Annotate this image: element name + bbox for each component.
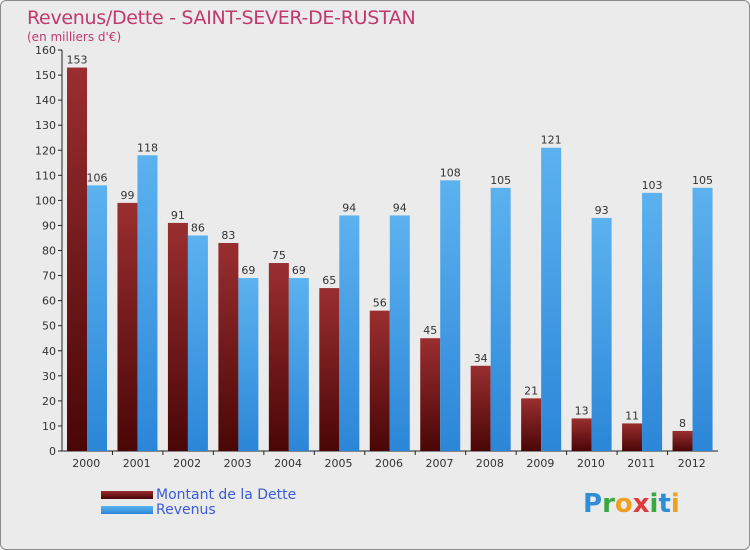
bar-debt xyxy=(67,67,87,451)
x-tick-label: 2007 xyxy=(425,457,453,470)
data-label-revenue: 105 xyxy=(490,174,511,187)
data-label-revenue: 118 xyxy=(137,141,158,154)
x-tick-label: 2011 xyxy=(627,457,655,470)
y-tick-label: 120 xyxy=(35,144,56,157)
bar-revenue xyxy=(642,192,663,451)
y-tick-label: 130 xyxy=(35,119,56,132)
y-tick-label: 60 xyxy=(42,295,56,308)
bar-revenue xyxy=(541,147,562,451)
data-label-debt: 45 xyxy=(423,324,437,337)
x-tick-label: 2006 xyxy=(375,457,403,470)
logo-letter: r xyxy=(602,489,615,519)
data-label-revenue: 103 xyxy=(642,179,663,192)
bar-debt xyxy=(319,288,340,451)
bar-revenue xyxy=(339,215,360,451)
data-label-debt: 83 xyxy=(221,229,235,242)
data-label-revenue: 106 xyxy=(87,171,108,184)
data-label-revenue: 69 xyxy=(241,264,255,277)
x-tick-label: 2002 xyxy=(173,457,201,470)
logo-letter: x xyxy=(632,489,650,519)
legend-label-debt: Montant de la Dette xyxy=(156,487,297,503)
y-tick-label: 40 xyxy=(42,345,56,358)
data-label-debt: 56 xyxy=(373,297,387,310)
bar-revenue xyxy=(591,217,612,451)
bar-debt xyxy=(117,202,138,451)
x-tick-label: 2005 xyxy=(325,457,353,470)
bar-revenue xyxy=(238,278,259,451)
y-tick-label: 50 xyxy=(42,320,56,333)
bar-debt xyxy=(571,418,592,451)
y-tick-label: 20 xyxy=(42,395,56,408)
y-tick-label: 150 xyxy=(35,69,56,82)
chart-title: Revenus/Dette - SAINT-SEVER-DE-RUSTAN xyxy=(27,7,416,29)
x-tick-label: 2009 xyxy=(526,457,554,470)
y-tick-label: 110 xyxy=(35,169,56,182)
y-tick-label: 10 xyxy=(42,420,56,433)
logo-letter: i xyxy=(670,489,680,519)
bar-revenue xyxy=(187,235,208,451)
data-label-revenue: 94 xyxy=(393,201,407,214)
data-label-debt: 153 xyxy=(67,54,88,67)
x-tick-label: 2012 xyxy=(678,457,706,470)
bar-revenue xyxy=(389,215,410,451)
bar-debt xyxy=(369,310,390,451)
bar-debt xyxy=(470,365,491,451)
bar-revenue xyxy=(490,187,511,451)
data-label-debt: 91 xyxy=(171,209,185,222)
data-label-debt: 99 xyxy=(120,189,134,202)
data-label-revenue: 86 xyxy=(191,221,205,234)
y-tick-label: 160 xyxy=(35,44,56,57)
x-tick-label: 2010 xyxy=(577,457,605,470)
x-tick-label: 2001 xyxy=(123,457,151,470)
x-tick-label: 2003 xyxy=(224,457,252,470)
data-label-revenue: 121 xyxy=(541,134,562,147)
y-tick-label: 80 xyxy=(42,245,56,258)
data-label-debt: 34 xyxy=(474,352,488,365)
x-tick-label: 2008 xyxy=(476,457,504,470)
proxiti-logo: Proxiti xyxy=(583,489,680,519)
legend-swatch-revenue xyxy=(101,506,153,514)
data-label-revenue: 69 xyxy=(292,264,306,277)
data-label-debt: 8 xyxy=(679,417,686,430)
bar-revenue xyxy=(440,180,461,451)
y-tick-label: 90 xyxy=(42,219,56,232)
bar-revenue xyxy=(692,187,713,451)
bar-debt xyxy=(622,423,643,451)
bar-debt xyxy=(672,430,693,451)
data-label-debt: 75 xyxy=(272,249,286,262)
y-tick-label: 140 xyxy=(35,94,56,107)
data-label-revenue: 108 xyxy=(440,166,461,179)
logo-letter: i xyxy=(649,489,659,519)
data-label-revenue: 105 xyxy=(692,174,713,187)
y-tick-label: 70 xyxy=(42,270,56,283)
data-label-revenue: 94 xyxy=(342,201,356,214)
bar-debt xyxy=(268,263,289,451)
legend-label-revenue: Revenus xyxy=(156,502,216,518)
data-label-debt: 13 xyxy=(575,404,589,417)
data-label-debt: 21 xyxy=(524,384,538,397)
x-tick-label: 2004 xyxy=(274,457,302,470)
bar-revenue xyxy=(137,155,158,451)
y-tick-label: 0 xyxy=(49,445,56,458)
x-tick-label: 2000 xyxy=(72,457,100,470)
y-tick-label: 30 xyxy=(42,370,56,383)
bar-revenue xyxy=(288,278,309,451)
bar-debt xyxy=(167,222,188,451)
logo-letter: t xyxy=(658,489,671,519)
bar-debt xyxy=(420,338,441,451)
chart-subtitle: (en milliers d'€) xyxy=(27,30,122,44)
logo-letter: o xyxy=(614,489,633,519)
y-tick-label: 100 xyxy=(35,194,56,207)
bar-debt xyxy=(521,398,542,451)
data-label-revenue: 93 xyxy=(595,204,609,217)
data-label-debt: 65 xyxy=(322,274,336,287)
legend-swatch-debt xyxy=(101,491,153,499)
bar-revenue xyxy=(87,185,107,451)
data-label-debt: 11 xyxy=(625,409,639,422)
bar-debt xyxy=(218,242,239,451)
logo-letter: P xyxy=(583,489,603,519)
